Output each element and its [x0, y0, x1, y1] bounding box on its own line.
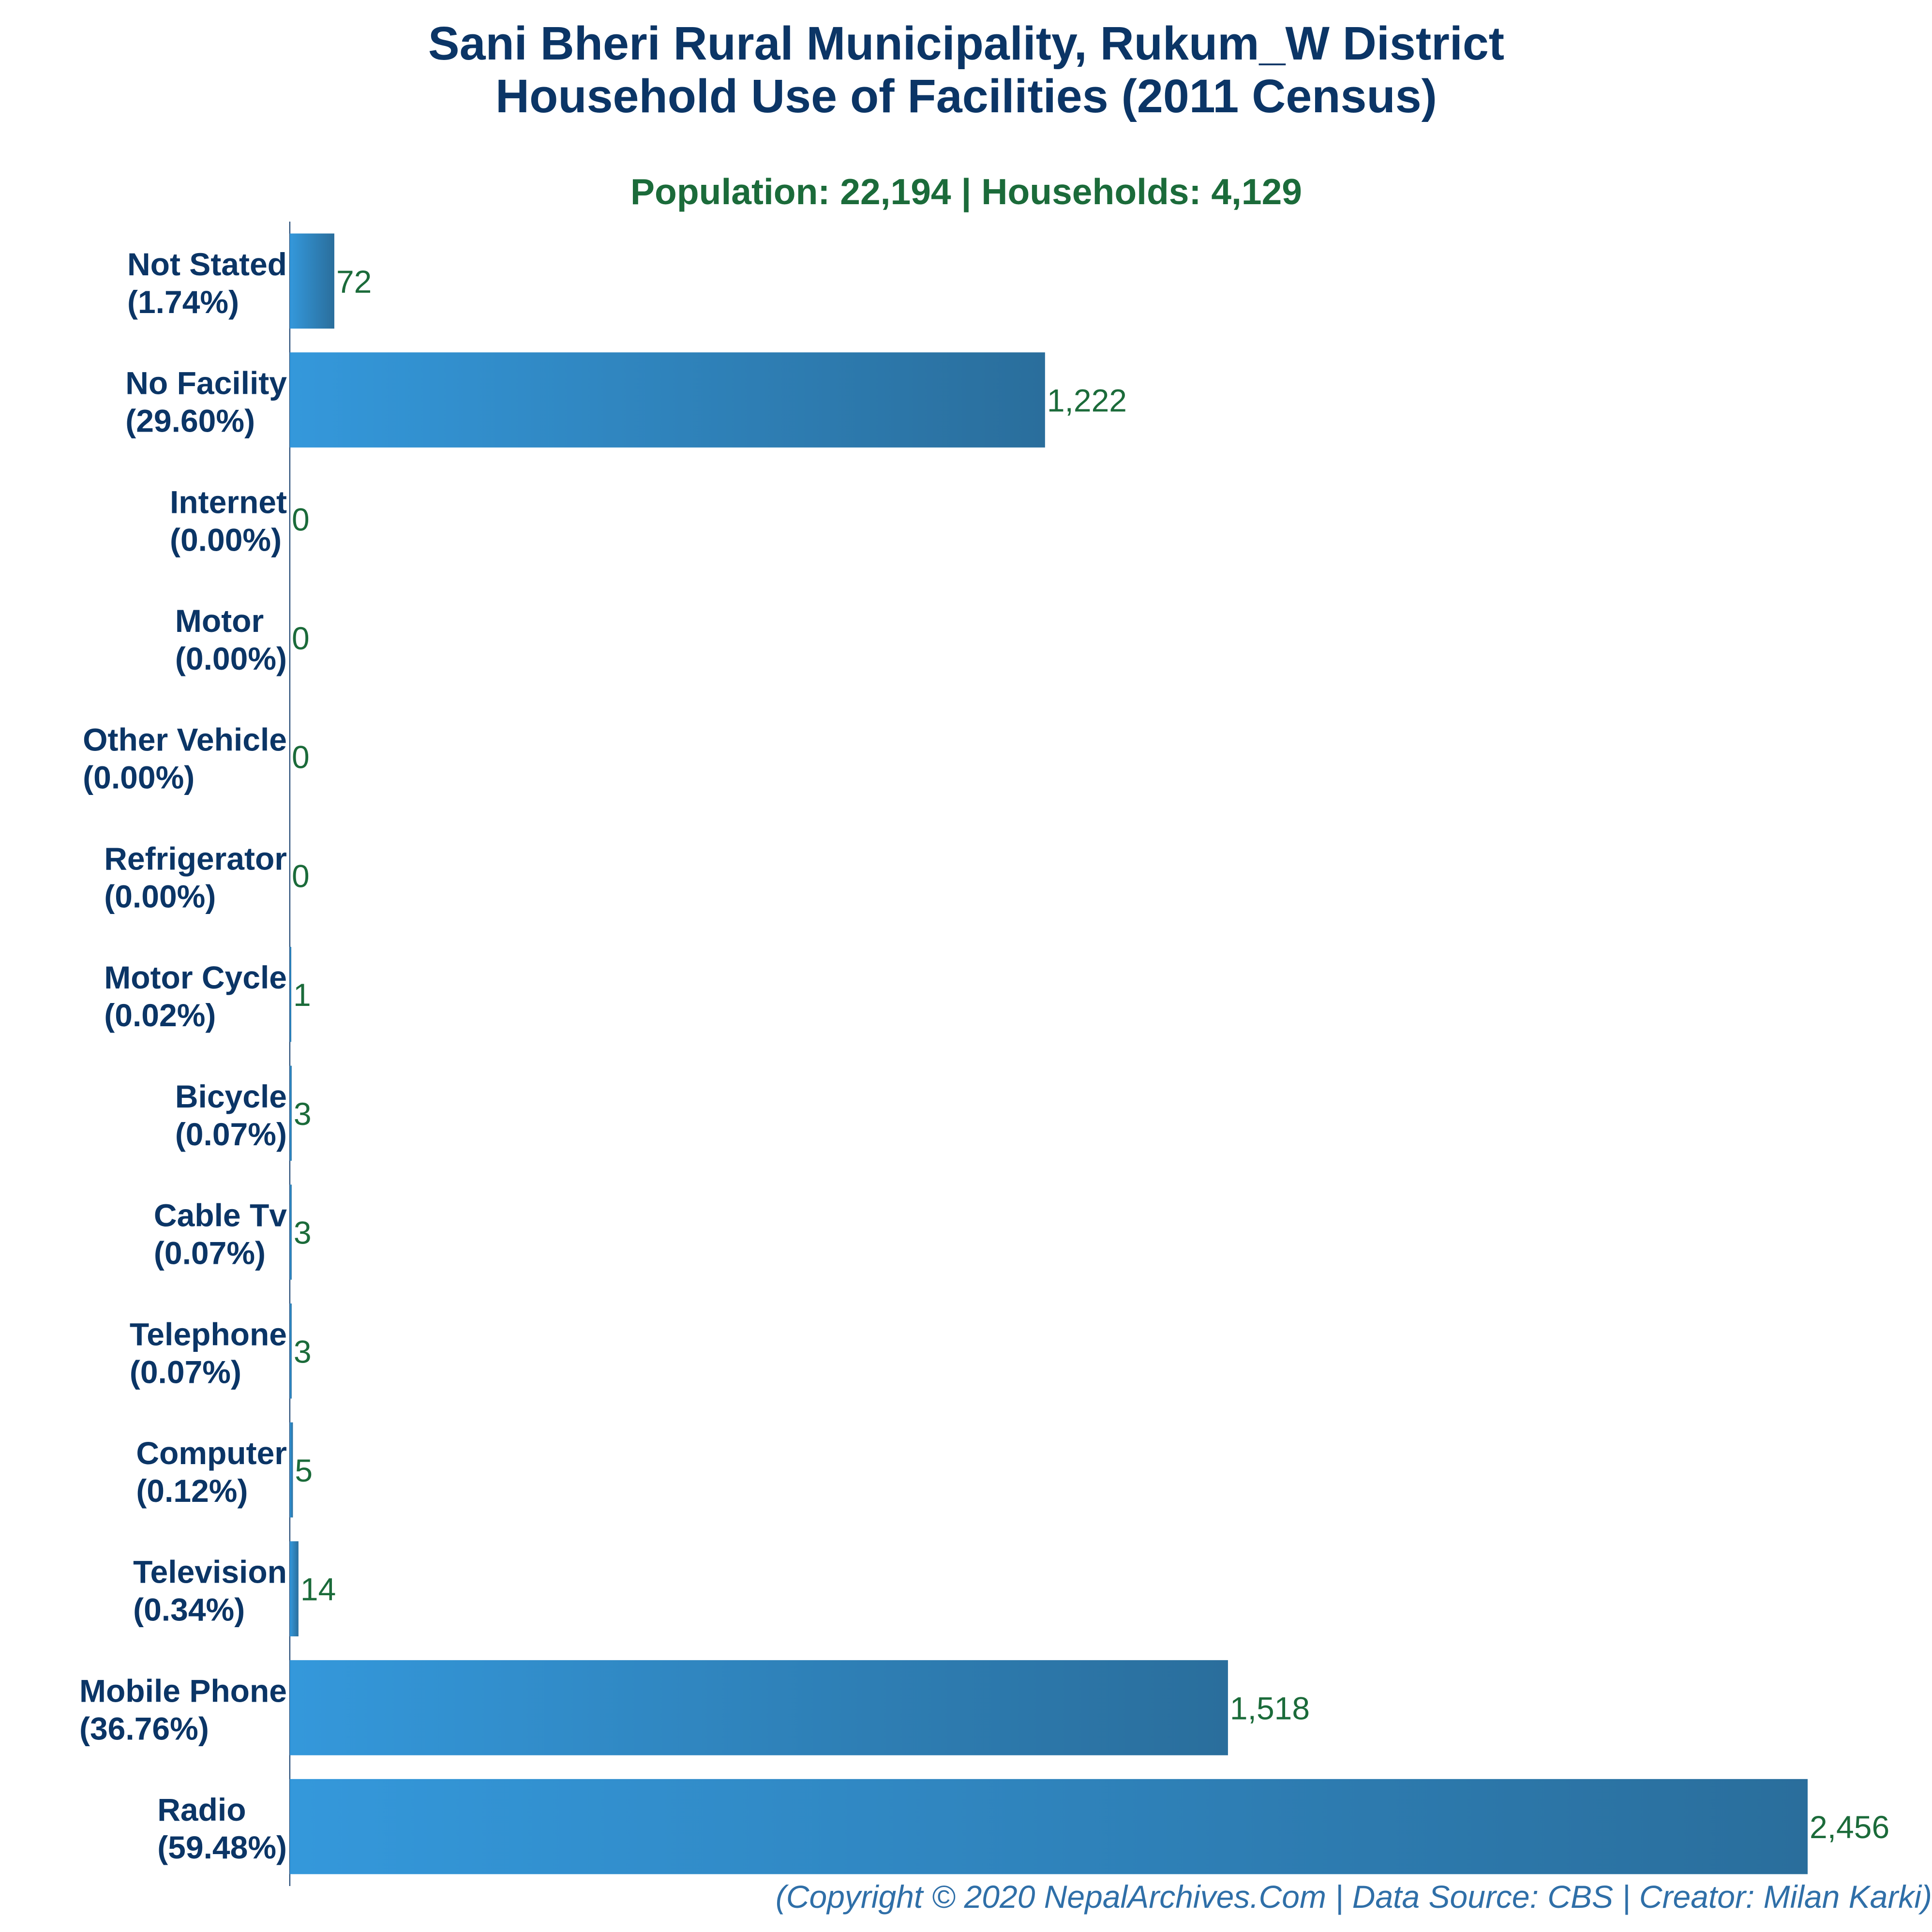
category-label-4: Other Vehicle (0.00%): [83, 722, 287, 795]
value-label-3: 0: [292, 620, 310, 656]
bars-group: [290, 233, 1808, 1874]
category-percent-5: (0.00%): [104, 878, 216, 914]
category-label-7: Bicycle (0.07%): [175, 1078, 287, 1152]
category-name-12: Mobile Phone: [79, 1673, 287, 1708]
category-percent-11: (0.34%): [133, 1592, 245, 1628]
category-label-1: No Facility (29.60%): [125, 365, 287, 439]
category-name-1: No Facility: [125, 365, 287, 401]
category-percent-9: (0.07%): [130, 1354, 241, 1390]
category-labels-group: Not Stated (1.74%) No Facility (29.60%) Inte…: [79, 246, 287, 1865]
bar-8: [290, 1184, 292, 1280]
bar-0: [290, 233, 334, 329]
category-percent-12: (36.76%): [79, 1710, 209, 1746]
value-label-10: 5: [295, 1453, 313, 1488]
value-label-0: 72: [336, 264, 372, 300]
category-label-13: Radio (59.48%): [157, 1792, 287, 1865]
category-label-6: Motor Cycle (0.02%): [104, 959, 287, 1033]
chart-title-line-1: Sani Bheri Rural Municipality, Rukum_W D…: [428, 17, 1504, 70]
value-label-6: 1: [293, 977, 311, 1013]
category-name-4: Other Vehicle: [83, 722, 287, 758]
category-name-6: Motor Cycle: [104, 959, 287, 995]
value-label-7: 3: [294, 1096, 312, 1132]
category-label-8: Cable Tv (0.07%): [154, 1198, 287, 1271]
value-label-1: 1,222: [1047, 383, 1127, 419]
value-label-12: 1,518: [1230, 1690, 1310, 1726]
category-percent-8: (0.07%): [154, 1235, 266, 1271]
category-label-2: Internet (0.00%): [170, 484, 287, 557]
category-label-5: Refrigerator (0.00%): [104, 840, 287, 914]
chart-title-line-2: Household Use of Facilities (2011 Census…: [495, 70, 1437, 122]
bar-12: [290, 1660, 1228, 1755]
category-label-10: Computer (0.12%): [136, 1435, 287, 1509]
category-name-7: Bicycle: [175, 1078, 287, 1114]
category-percent-7: (0.07%): [175, 1116, 287, 1152]
category-percent-13: (59.48%): [157, 1829, 287, 1865]
category-label-11: Television (0.34%): [133, 1554, 287, 1628]
value-label-11: 14: [300, 1572, 336, 1607]
value-labels-group: 72 1,222 0 0 0 0 1 3 3 3 5 14 1,518 2,456: [292, 264, 1889, 1845]
category-percent-4: (0.00%): [83, 760, 195, 795]
value-label-9: 3: [294, 1333, 312, 1369]
bar-13: [290, 1779, 1808, 1874]
category-name-3: Motor: [175, 603, 264, 639]
category-name-10: Computer: [136, 1435, 287, 1471]
bar-9: [290, 1303, 292, 1399]
category-name-8: Cable Tv: [154, 1198, 287, 1233]
value-label-5: 0: [292, 858, 310, 894]
chart-subtitle: Population: 22,194 | Households: 4,129: [630, 171, 1302, 212]
bar-6: [290, 946, 291, 1042]
category-label-3: Motor (0.00%): [175, 603, 287, 676]
category-label-12: Mobile Phone (36.76%): [79, 1673, 287, 1746]
category-percent-1: (29.60%): [125, 403, 255, 439]
category-name-5: Refrigerator: [104, 840, 287, 876]
category-percent-10: (0.12%): [136, 1473, 248, 1509]
category-name-2: Internet: [170, 484, 287, 520]
category-name-0: Not Stated: [127, 246, 287, 282]
bar-10: [290, 1422, 293, 1518]
category-name-9: Telephone: [130, 1316, 287, 1352]
value-label-4: 0: [292, 739, 310, 775]
value-label-8: 3: [294, 1215, 312, 1251]
bar-1: [290, 352, 1045, 448]
chart-footer: (Copyright © 2020 NepalArchives.Com | Da…: [776, 1879, 1932, 1916]
value-label-13: 2,456: [1810, 1809, 1889, 1845]
bar-7: [290, 1065, 292, 1161]
bar-11: [290, 1541, 299, 1636]
category-percent-2: (0.00%): [170, 522, 282, 557]
category-percent-6: (0.02%): [104, 997, 216, 1033]
category-label-0: Not Stated (1.74%): [127, 246, 287, 320]
category-percent-0: (1.74%): [127, 284, 239, 320]
category-label-9: Telephone (0.07%): [130, 1316, 287, 1390]
category-percent-3: (0.00%): [175, 641, 287, 676]
value-label-2: 0: [292, 501, 310, 537]
category-name-11: Television: [133, 1554, 287, 1590]
category-name-13: Radio: [157, 1792, 246, 1827]
